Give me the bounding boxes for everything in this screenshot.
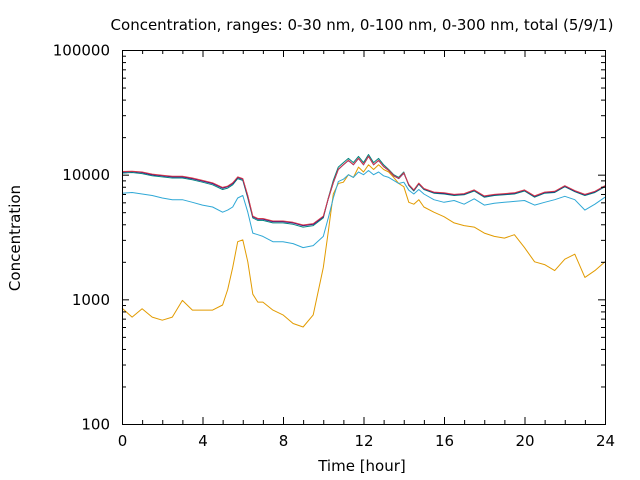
plot-frame (122, 50, 606, 425)
axis-ticks: 0 4 8 12 16 20 24 100 1000 10000 100000 (53, 42, 615, 451)
series-group (121, 154, 606, 328)
y-tick-label: 10000 (62, 166, 110, 184)
series-line-5 (121, 155, 606, 226)
y-tick-label: 100 (81, 416, 110, 434)
x-tick-label: 8 (279, 432, 289, 450)
x-tick-label: 4 (198, 432, 208, 450)
series-line-3 (121, 154, 606, 228)
series-line-4 (121, 155, 606, 227)
x-axis-label: Time [hour] (317, 457, 406, 475)
y-tick-label: 1000 (72, 291, 110, 309)
y-axis-label: Concentration (6, 185, 24, 291)
x-tick-label: 12 (354, 432, 373, 450)
x-tick-label: 0 (118, 432, 128, 450)
x-tick-label: 16 (435, 432, 454, 450)
chart-title: Concentration, ranges: 0-30 nm, 0-100 nm… (111, 16, 614, 34)
x-tick-label: 24 (596, 432, 615, 450)
y-tick-label: 100000 (53, 42, 110, 60)
x-tick-label: 20 (515, 432, 534, 450)
series-line-2 (121, 170, 606, 249)
series-line-1 (121, 164, 606, 328)
